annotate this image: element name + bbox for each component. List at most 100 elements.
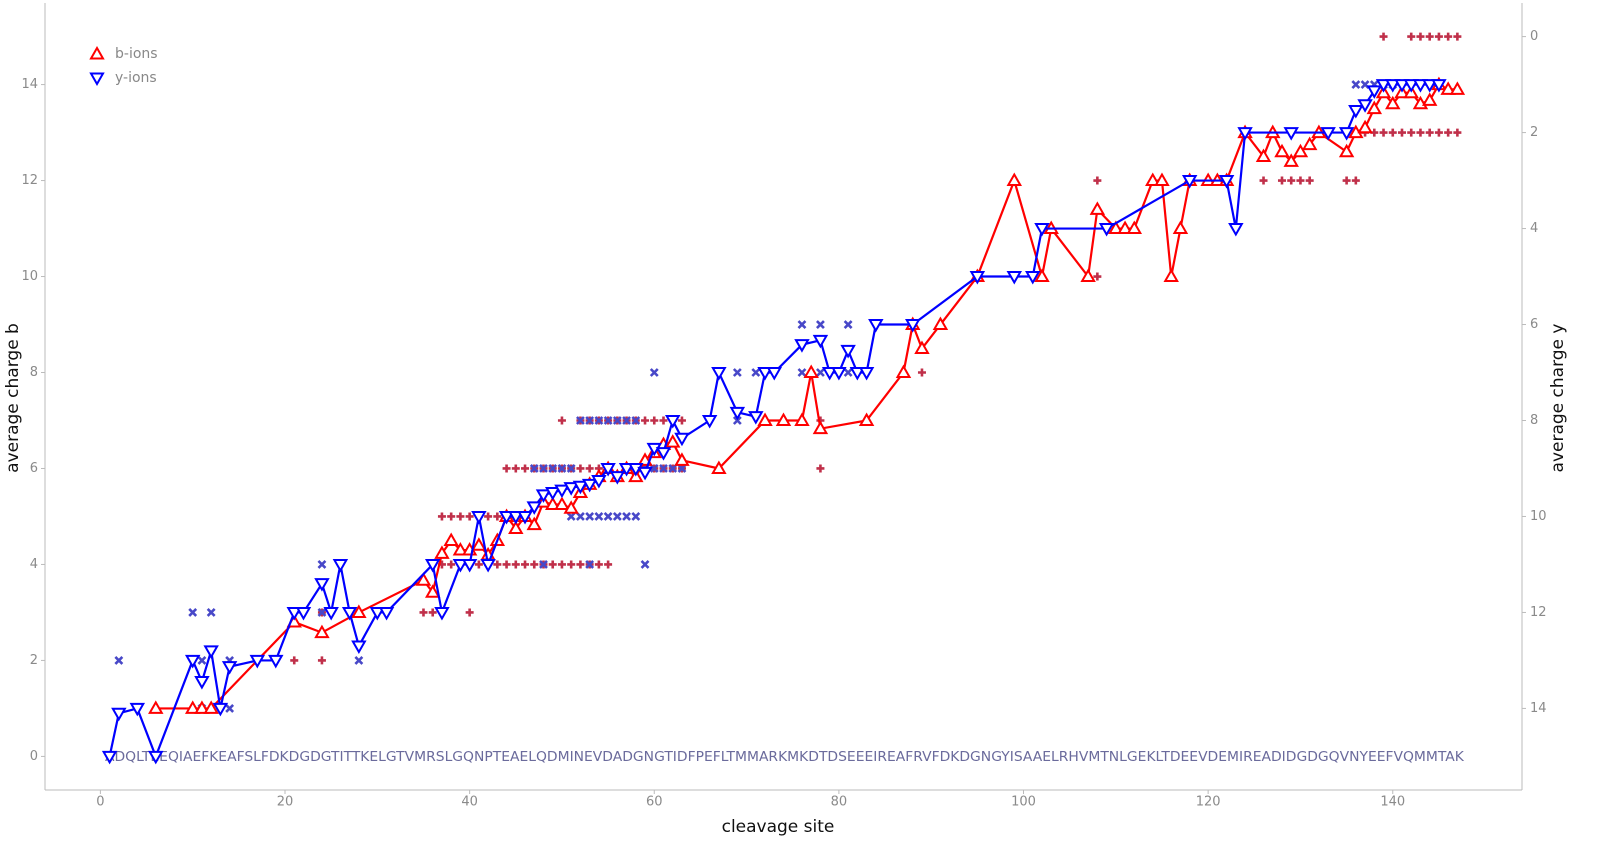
b-charge-marker [447, 512, 456, 521]
y-charge-marker [594, 416, 604, 425]
y-charge-marker [1351, 80, 1361, 89]
y-charge-marker [816, 320, 825, 329]
b-charge-marker [1093, 176, 1102, 185]
b-charge-marker [585, 464, 594, 473]
y-charge-marker [575, 512, 585, 521]
b-ion-marker [424, 584, 441, 598]
y-charge-marker [1360, 80, 1370, 89]
b-charge-marker [576, 464, 585, 473]
b-charge-marker [650, 416, 659, 425]
b-charge-marker [917, 368, 926, 377]
y-ion-marker [480, 558, 496, 573]
y-ion-marker [821, 367, 838, 381]
b-ion-marker [1301, 136, 1318, 151]
y-charge-marker [548, 464, 558, 473]
b-ion-marker [1255, 148, 1272, 163]
y-ion-marker [369, 606, 386, 621]
y-ion-marker [701, 414, 718, 429]
y-ion-marker [637, 466, 653, 481]
b-ion-marker [1385, 95, 1401, 110]
y-charge-marker [529, 464, 539, 473]
y-ion-marker [295, 606, 312, 621]
b-charge-marker [428, 608, 437, 617]
y-ion-marker [314, 578, 330, 592]
y-ion-marker [1218, 175, 1235, 189]
y-ion-marker [757, 367, 773, 381]
y-charge-marker [197, 656, 207, 665]
b-charge-marker [1425, 32, 1434, 41]
y-ion-marker [194, 676, 210, 690]
y-tick-label: 2 [30, 653, 38, 668]
b-ion-marker [443, 532, 459, 546]
y-ion-marker [148, 750, 164, 765]
b-charge-marker [567, 560, 576, 569]
sequence: ADQLTEEQIAEFKEAFSLFDKDGDGTITTKELGTVMRSLG… [105, 750, 1464, 765]
y-ion-marker [1006, 271, 1023, 285]
b-charge-marker [1453, 128, 1462, 137]
y-charge-marker [843, 368, 853, 377]
x-tick-label: 0 [96, 795, 104, 810]
b-ion-marker [314, 624, 330, 639]
y-ion-marker [332, 558, 349, 573]
y-ion-marker [554, 484, 570, 499]
b-charge-marker [1259, 176, 1268, 185]
y-ion-marker [618, 462, 635, 477]
b-ion-marker [1292, 143, 1309, 158]
b-ion-marker [858, 412, 875, 426]
b-ion-marker [1366, 100, 1383, 115]
y-charge-marker [114, 656, 124, 665]
y-ion-marker [1348, 104, 1364, 119]
y-ion-marker [461, 558, 478, 573]
y-ion-marker [1283, 127, 1299, 141]
y-charge-marker [557, 464, 567, 473]
y-ion-marker [591, 474, 607, 489]
b-charge-marker [1407, 32, 1416, 41]
b-ion-marker [775, 412, 792, 426]
b-charge-marker [1416, 128, 1425, 137]
y-charge-marker [594, 512, 604, 521]
b-charge-marker [502, 560, 511, 569]
y-charge-marker [539, 560, 548, 569]
b-ion-marker [1283, 153, 1299, 167]
b-ion-marker [757, 412, 773, 426]
y-ion-marker [1366, 85, 1383, 99]
y-ion-marker [544, 486, 561, 501]
b-ion-marker [1274, 143, 1290, 158]
y-ion-marker [674, 432, 690, 447]
x-tick-label: 40 [461, 795, 478, 810]
b-ion-marker [711, 460, 727, 474]
b-charge-marker [1277, 176, 1286, 185]
y-ion-marker [286, 606, 302, 621]
y-charge-marker [566, 464, 576, 473]
y-ion-marker [452, 558, 469, 573]
b-charge-marker [677, 416, 686, 425]
y-ion-marker [711, 367, 727, 381]
y-ion-marker [794, 339, 810, 353]
y-charge-marker [751, 368, 761, 377]
b-charge-marker [1407, 128, 1416, 137]
b-charge-marker [1388, 128, 1397, 137]
y-ion-marker [858, 367, 875, 381]
y-charge-marker [566, 512, 576, 521]
b-ion-marker [508, 520, 524, 534]
y2-axis-title: average charge y [1548, 324, 1568, 473]
x-axis-title: cleavage site [722, 817, 835, 837]
b-ion-marker [203, 700, 219, 714]
y2-tick-label: 14 [1530, 701, 1547, 716]
b-ion-marker [1006, 172, 1023, 187]
b-charge-marker [493, 512, 502, 521]
b-ion-marker [351, 604, 367, 618]
y-ion-marker [378, 606, 395, 621]
b-charge-marker [493, 560, 502, 569]
y-charge-marker [797, 368, 807, 377]
y-ion-marker [868, 319, 884, 333]
b-charge-marker [557, 560, 566, 569]
b-ion-marker [1126, 220, 1143, 235]
legend-label: y-ions [115, 70, 157, 86]
b-charge-marker [1425, 128, 1434, 137]
y-tick-label: 10 [21, 269, 38, 284]
b-ion-marker [434, 545, 450, 559]
y-ion-marker [766, 367, 782, 381]
y-ion-marker [203, 645, 219, 659]
y-ion-marker [249, 654, 266, 669]
